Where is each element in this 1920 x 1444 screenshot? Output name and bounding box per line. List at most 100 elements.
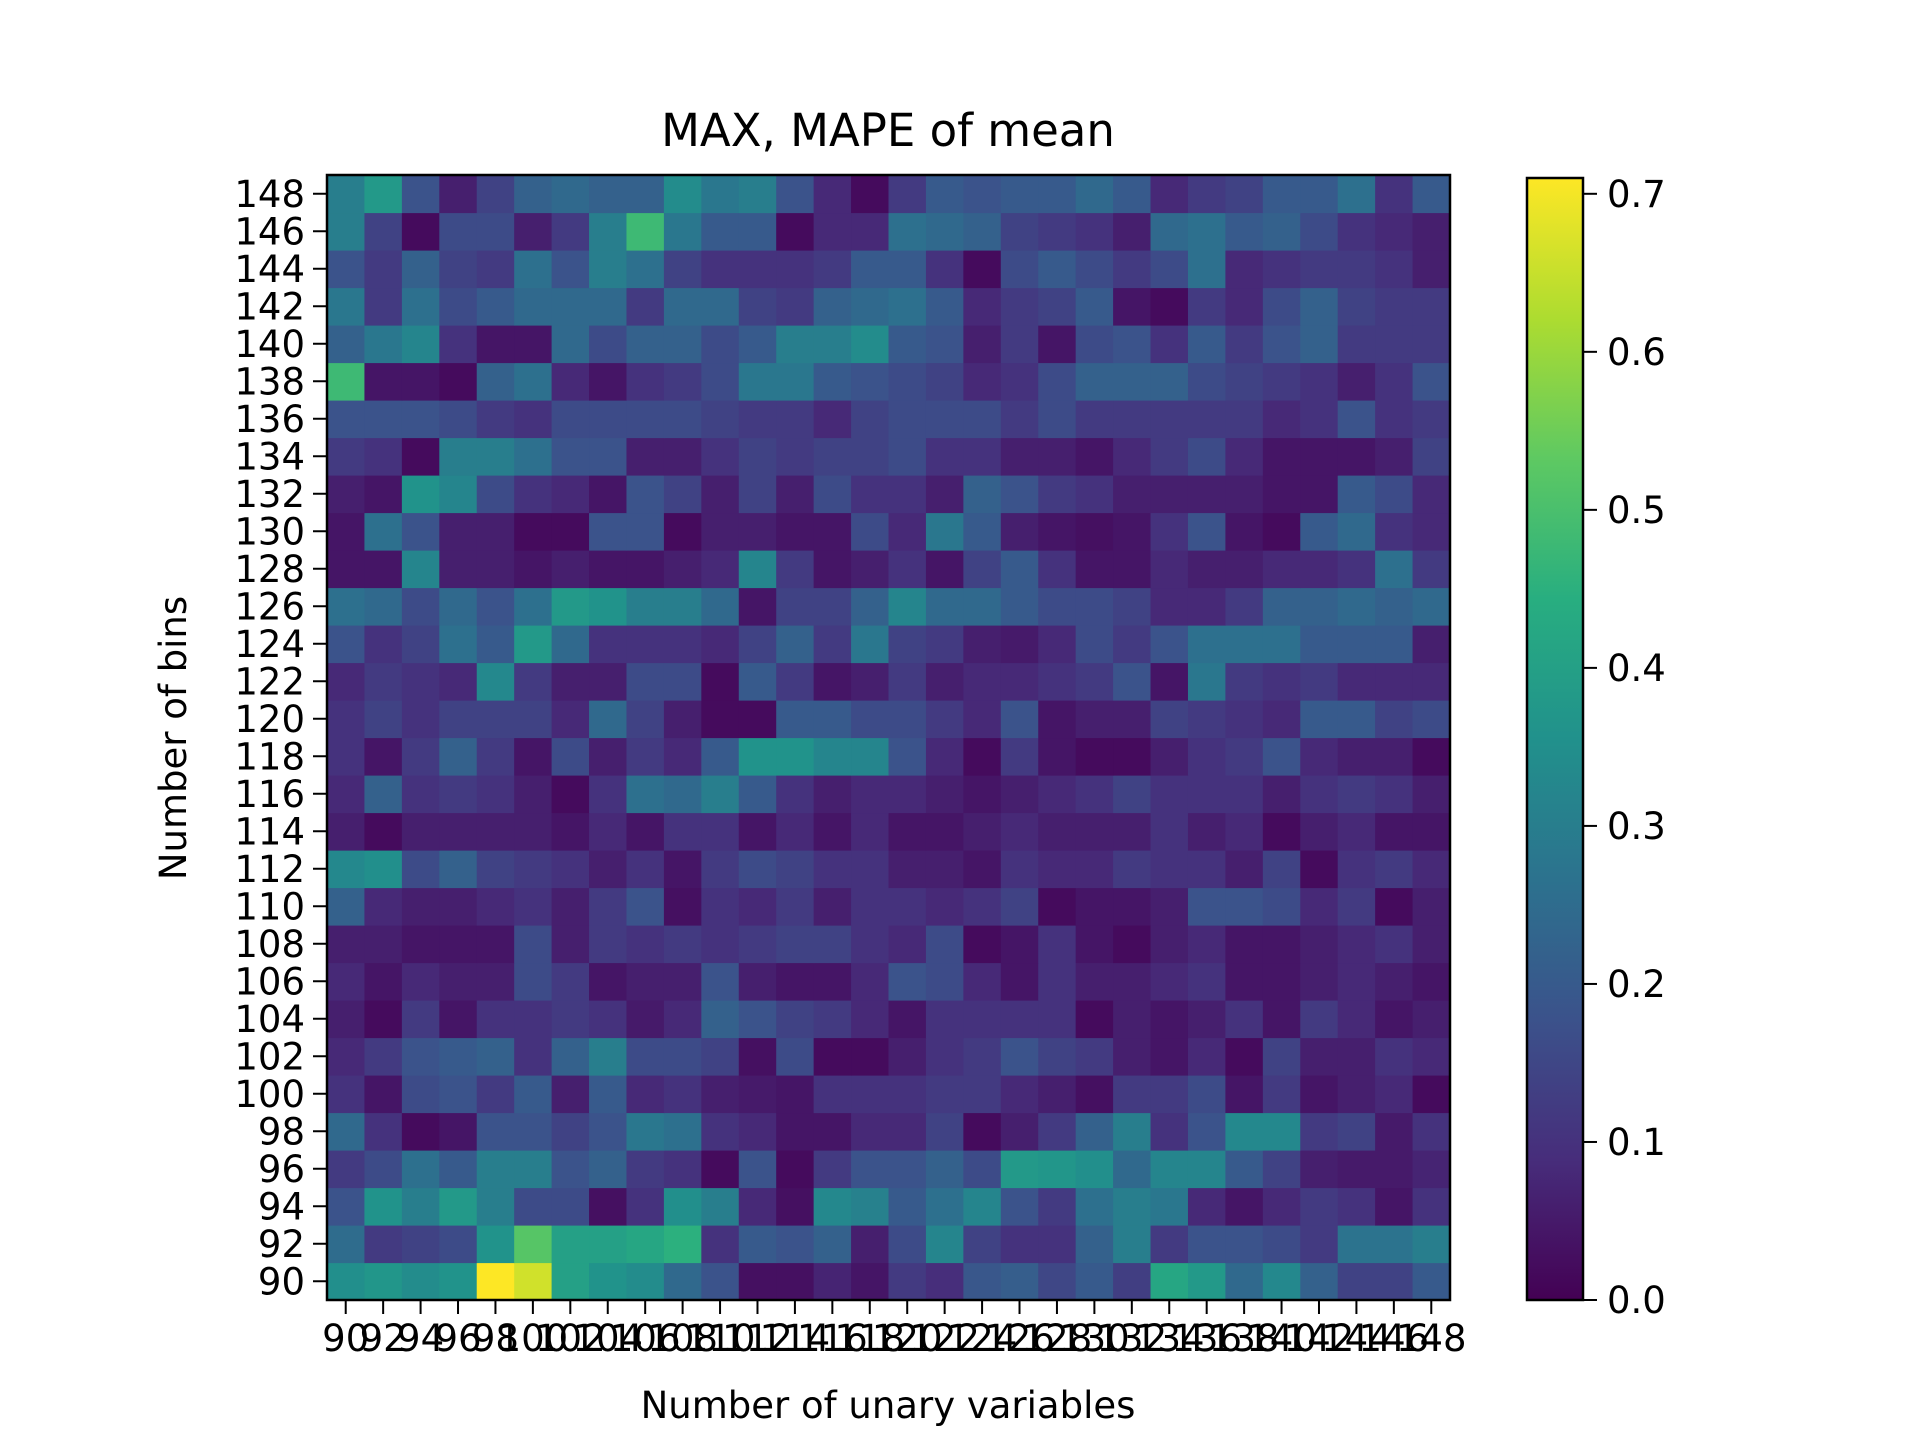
heatmap-cell xyxy=(626,812,665,851)
heatmap-cell xyxy=(626,512,665,551)
heatmap-cell xyxy=(327,587,366,626)
heatmap-cell xyxy=(888,812,927,851)
heatmap-cell xyxy=(364,287,403,326)
heatmap-cell xyxy=(1225,550,1264,589)
heatmap-cell xyxy=(327,175,366,214)
heatmap-cell xyxy=(439,400,478,439)
y-tick-label: 144 xyxy=(234,248,305,291)
heatmap-cell xyxy=(1300,550,1339,589)
heatmap-cell xyxy=(738,212,777,251)
heatmap-cell xyxy=(514,1037,553,1076)
heatmap-cell xyxy=(925,737,964,776)
heatmap-cell xyxy=(1375,550,1414,589)
heatmap-cell xyxy=(1187,775,1226,814)
heatmap-cell xyxy=(1300,287,1339,326)
x-tick-label: 110 xyxy=(685,1317,756,1360)
heatmap-cell xyxy=(851,962,890,1001)
heatmap-cell xyxy=(514,775,553,814)
heatmap-cell xyxy=(813,1225,852,1264)
heatmap-cell xyxy=(738,287,777,326)
heatmap-cell xyxy=(851,362,890,401)
heatmap-cell xyxy=(626,250,665,289)
heatmap-cell xyxy=(776,475,815,514)
heatmap-cell xyxy=(514,175,553,214)
heatmap-cell xyxy=(1262,437,1301,476)
heatmap-cell xyxy=(1075,325,1114,364)
x-tick-label: 144 xyxy=(1321,1317,1392,1360)
heatmap-cell xyxy=(1113,925,1152,964)
heatmap-cell xyxy=(963,1112,1002,1151)
heatmap-cell xyxy=(701,775,740,814)
heatmap-cell xyxy=(663,1225,702,1264)
heatmap-cell xyxy=(514,1000,553,1039)
heatmap-cell xyxy=(1337,962,1376,1001)
heatmap-cell xyxy=(963,887,1002,926)
heatmap-cell xyxy=(1150,250,1189,289)
y-tick-label: 142 xyxy=(234,285,305,328)
heatmap-cell xyxy=(1038,400,1077,439)
heatmap-cell xyxy=(1038,175,1077,214)
heatmap-cell xyxy=(925,212,964,251)
heatmap-cell xyxy=(1113,1150,1152,1189)
x-tick-label: 108 xyxy=(647,1317,718,1360)
heatmap-cell xyxy=(327,775,366,814)
heatmap-cell xyxy=(925,1112,964,1151)
heatmap-cell xyxy=(851,325,890,364)
heatmap-cell xyxy=(963,475,1002,514)
heatmap-cell xyxy=(327,1187,366,1226)
y-tick-label: 102 xyxy=(234,1035,305,1078)
heatmap-cell xyxy=(1337,1225,1376,1264)
heatmap-cell xyxy=(476,737,515,776)
heatmap-cell xyxy=(776,1000,815,1039)
heatmap-cell xyxy=(1075,250,1114,289)
heatmap-cell xyxy=(851,775,890,814)
heatmap-cell xyxy=(701,550,740,589)
heatmap-cell xyxy=(1075,175,1114,214)
heatmap-cell xyxy=(476,550,515,589)
heatmap-cell xyxy=(1187,1225,1226,1264)
heatmap-cell xyxy=(476,1037,515,1076)
heatmap-cell xyxy=(925,625,964,664)
heatmap-cell xyxy=(1000,662,1039,701)
heatmap-cell xyxy=(701,700,740,739)
heatmap-cell xyxy=(1225,887,1264,926)
colorbar-tick-label: 0.2 xyxy=(1607,963,1666,1006)
heatmap-cell xyxy=(1337,662,1376,701)
colorbar-tick-label: 0.1 xyxy=(1607,1121,1666,1164)
heatmap-cell xyxy=(888,475,927,514)
heatmap-cell xyxy=(1375,887,1414,926)
heatmap-cell xyxy=(663,737,702,776)
heatmap-cell xyxy=(963,212,1002,251)
heatmap-cell xyxy=(551,362,590,401)
heatmap-cell xyxy=(439,1187,478,1226)
heatmap-cell xyxy=(401,662,440,701)
heatmap-cell xyxy=(813,737,852,776)
heatmap-cell xyxy=(327,662,366,701)
heatmap-cell xyxy=(1150,625,1189,664)
heatmap-cell xyxy=(551,475,590,514)
heatmap-cell xyxy=(1075,1037,1114,1076)
heatmap-cell xyxy=(327,437,366,476)
heatmap-cell xyxy=(851,475,890,514)
heatmap-cell xyxy=(1262,587,1301,626)
heatmap-cell xyxy=(1262,662,1301,701)
heatmap-cell xyxy=(1000,475,1039,514)
heatmap-cell xyxy=(701,625,740,664)
heatmap-cell xyxy=(626,1000,665,1039)
heatmap-cell xyxy=(589,325,628,364)
heatmap-cell xyxy=(888,700,927,739)
heatmap-cell xyxy=(439,287,478,326)
heatmap-cell xyxy=(888,362,927,401)
heatmap-cell xyxy=(1262,925,1301,964)
heatmap-cell xyxy=(663,812,702,851)
heatmap-cell xyxy=(1337,625,1376,664)
heatmap-cell xyxy=(776,850,815,889)
heatmap-cell xyxy=(551,925,590,964)
colorbar-tick-label: 0.4 xyxy=(1607,647,1666,690)
colorbar-tick-label: 0.6 xyxy=(1607,331,1666,374)
heatmap-cell xyxy=(514,962,553,1001)
heatmap-cell xyxy=(1300,775,1339,814)
heatmap-cell xyxy=(551,437,590,476)
heatmap-cell xyxy=(663,287,702,326)
heatmap-cell xyxy=(589,362,628,401)
